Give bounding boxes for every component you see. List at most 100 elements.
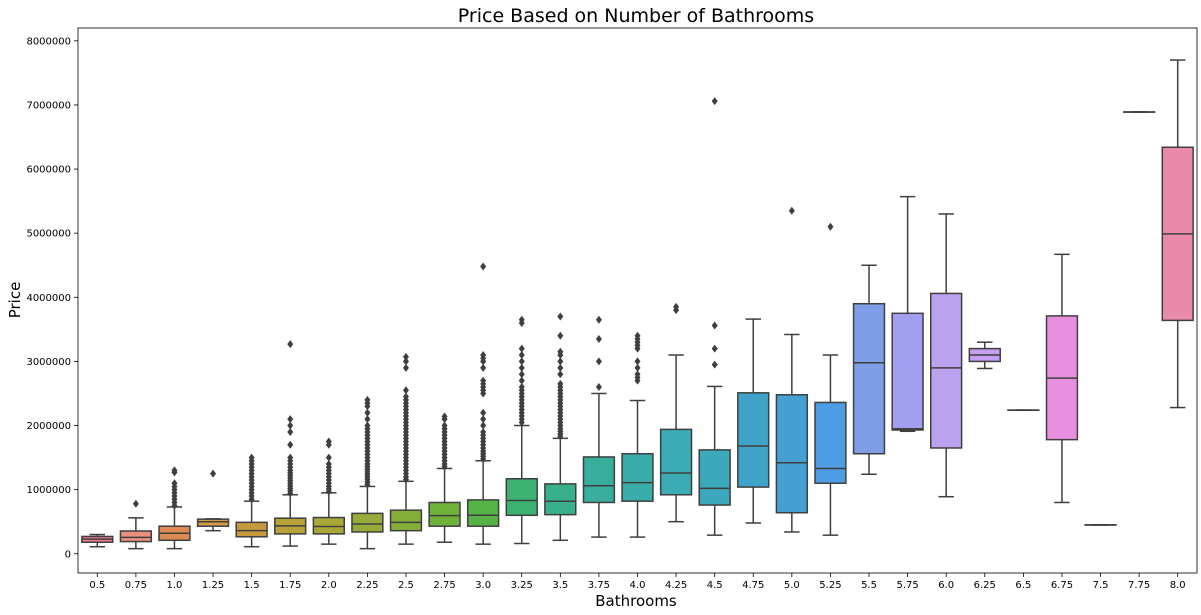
y-tick-label: 2000000 [26,421,71,432]
box-2.0 [312,437,345,545]
iqr-box [119,530,153,543]
box-4.75 [737,318,770,524]
iqr-box [466,499,500,527]
plot-area [81,59,1194,550]
x-tick-label: 4.0 [630,580,646,591]
x-tick-label: 6.5 [1015,580,1031,591]
iqr-box [351,512,384,533]
x-tick-label: 2.75 [433,580,455,591]
x-tick-label: 4.75 [742,580,764,591]
outlier-point [557,347,564,356]
box-6.75 [1045,253,1079,504]
outlier-point [325,437,332,446]
box-2.75 [428,412,461,543]
box-3.25 [505,315,538,545]
iqr-box [737,392,770,488]
box-5.5 [852,264,886,476]
outlier-point [287,340,294,349]
outlier-point [287,421,294,430]
x-tick-label: 7.75 [1128,580,1150,591]
y-tick-label: 8000000 [26,36,71,47]
iqr-box [891,312,924,431]
box-1.75 [274,340,307,547]
iqr-box [389,509,423,532]
outlier-point [788,206,795,215]
outlier-point [557,357,564,366]
iqr-box [235,521,268,538]
box-4.0 [621,331,654,538]
outlier-point [402,386,409,395]
outlier-point [673,302,680,311]
outlier-point [364,415,371,424]
outlier-point [634,363,641,372]
outlier-point [364,408,371,417]
outlier-point [518,376,525,385]
outlier-point [518,351,525,359]
x-tick-label: 5.75 [896,580,918,591]
outlier-point [518,344,525,353]
outlier-point [557,370,564,379]
iqr-box [312,516,345,535]
box-6.0 [930,213,963,498]
outlier-point [634,357,641,366]
outlier-point [480,415,487,424]
outlier-point [634,331,641,340]
chart-title: Price Based on Number of Bathrooms [458,5,814,27]
outlier-point [595,315,602,324]
outlier-point [595,383,602,392]
x-tick-label: 3.25 [511,580,533,591]
box-5.25 [814,222,847,536]
x-tick-label: 0.75 [125,580,147,591]
box-1.5 [235,453,268,548]
outlier-point [595,334,602,343]
x-tick-label: 3.5 [552,580,568,591]
axes: 0 1000000 2000000 3000000 4000000 5000000 6000… [26,36,1185,591]
outlier-point [711,321,718,330]
outlier-point [402,363,409,372]
outlier-point [325,460,332,468]
x-tick-label: 6.75 [1051,580,1073,591]
outlier-point [132,499,139,508]
outlier-point [480,427,487,436]
outlier-point [518,363,525,372]
outlier-point [480,363,487,372]
box-5.0 [775,206,809,533]
x-tick-label: 4.25 [665,580,687,591]
y-tick-label: 0 [65,549,71,560]
x-tick-label: 6.0 [938,580,954,591]
iqr-box [930,292,963,449]
outlier-point [364,421,371,430]
outlier-point [518,357,525,366]
x-tick-label: 1.75 [279,580,301,591]
iqr-box [505,477,538,517]
x-tick-label: 5.5 [861,580,877,591]
y-tick-label: 3000000 [26,357,71,368]
outlier-point [287,415,294,424]
outlier-point [171,479,178,488]
x-tick-label: 1.5 [244,580,260,591]
outlier-point [480,262,487,271]
x-tick-label: 7.5 [1093,580,1109,591]
iqr-box [582,456,616,504]
outlier-point [402,392,409,401]
y-tick-label: 5000000 [26,229,71,240]
outlier-point [557,363,564,372]
box-5.75 [891,195,924,433]
box-4.5 [698,97,731,536]
x-tick-label: 5.0 [784,580,800,591]
x-tick-label: 5.25 [819,580,841,591]
outlier-point [557,312,564,321]
outlier-point [518,315,525,324]
x-tick-label: 8.0 [1170,580,1186,591]
outlier-point [595,357,602,366]
outlier-point [480,351,487,359]
x-tick-label: 4.5 [707,580,723,591]
y-axis-label: Price [6,282,24,319]
box-3.5 [544,312,577,542]
box-6.25 [968,341,1001,370]
outlier-point [518,383,525,392]
x-tick-label: 2.25 [356,580,378,591]
outlier-point [364,395,371,404]
iqr-box [775,394,809,514]
outlier-point [171,466,178,475]
